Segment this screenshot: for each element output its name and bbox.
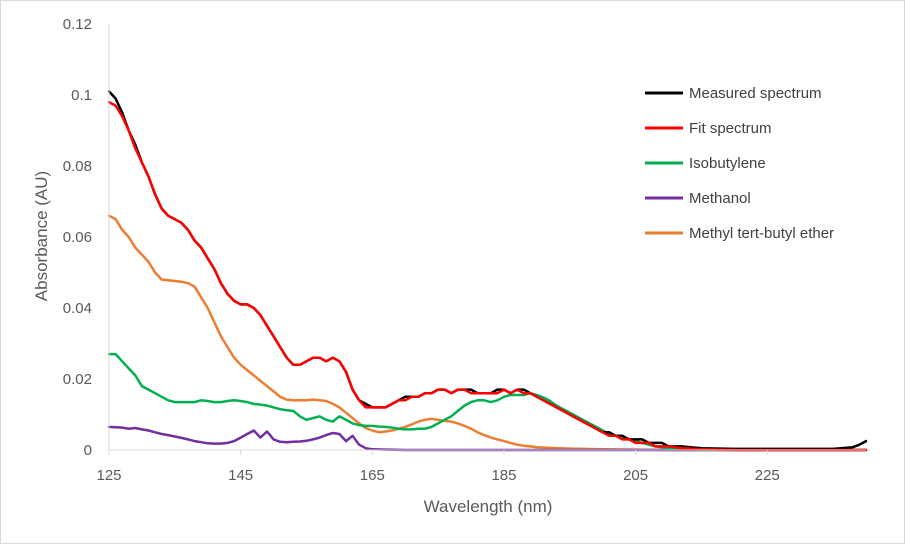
x-tick-label: 145 bbox=[228, 467, 253, 484]
legend-label: Methanol bbox=[689, 190, 751, 207]
series-layer bbox=[107, 90, 868, 452]
y-tick-label: 0.12 bbox=[63, 16, 92, 33]
series-line-fit-spectrum bbox=[107, 100, 868, 452]
y-axis-title: Absorbance (AU) bbox=[32, 171, 51, 301]
series-line-methanol bbox=[107, 425, 868, 452]
x-tick-label: 185 bbox=[491, 467, 516, 484]
legend-label: Isobutylene bbox=[689, 155, 766, 172]
axis-layer: 0 0.02 0.04 0.06 0.08 0.1 0.12 125 145 165 185 205 2… bbox=[63, 16, 866, 484]
y-tick-label: 0.04 bbox=[63, 300, 92, 317]
y-tick-label: 0.08 bbox=[63, 158, 92, 175]
x-axis-title: Wavelength (nm) bbox=[424, 497, 553, 516]
series-line-methyl-tert-butyl-ether bbox=[107, 214, 868, 452]
x-tick-label: 205 bbox=[623, 467, 648, 484]
legend-label: Fit spectrum bbox=[689, 120, 772, 137]
x-tick-label: 165 bbox=[360, 467, 385, 484]
y-tick-label: 0.02 bbox=[63, 371, 92, 388]
y-tick-label: 0.06 bbox=[63, 229, 92, 246]
y-tick-label: 0.1 bbox=[71, 87, 92, 104]
series-line-measured-spectrum bbox=[107, 90, 868, 451]
legend-label: Measured spectrum bbox=[689, 85, 822, 102]
legend-label: Methyl tert-butyl ether bbox=[689, 225, 834, 242]
x-tick-label: 225 bbox=[755, 467, 780, 484]
legend: Measured spectrum Fit spectrum Isobutylene… bbox=[645, 85, 834, 242]
y-tick-label: 0 bbox=[84, 442, 92, 459]
x-tick-label: 125 bbox=[96, 467, 121, 484]
